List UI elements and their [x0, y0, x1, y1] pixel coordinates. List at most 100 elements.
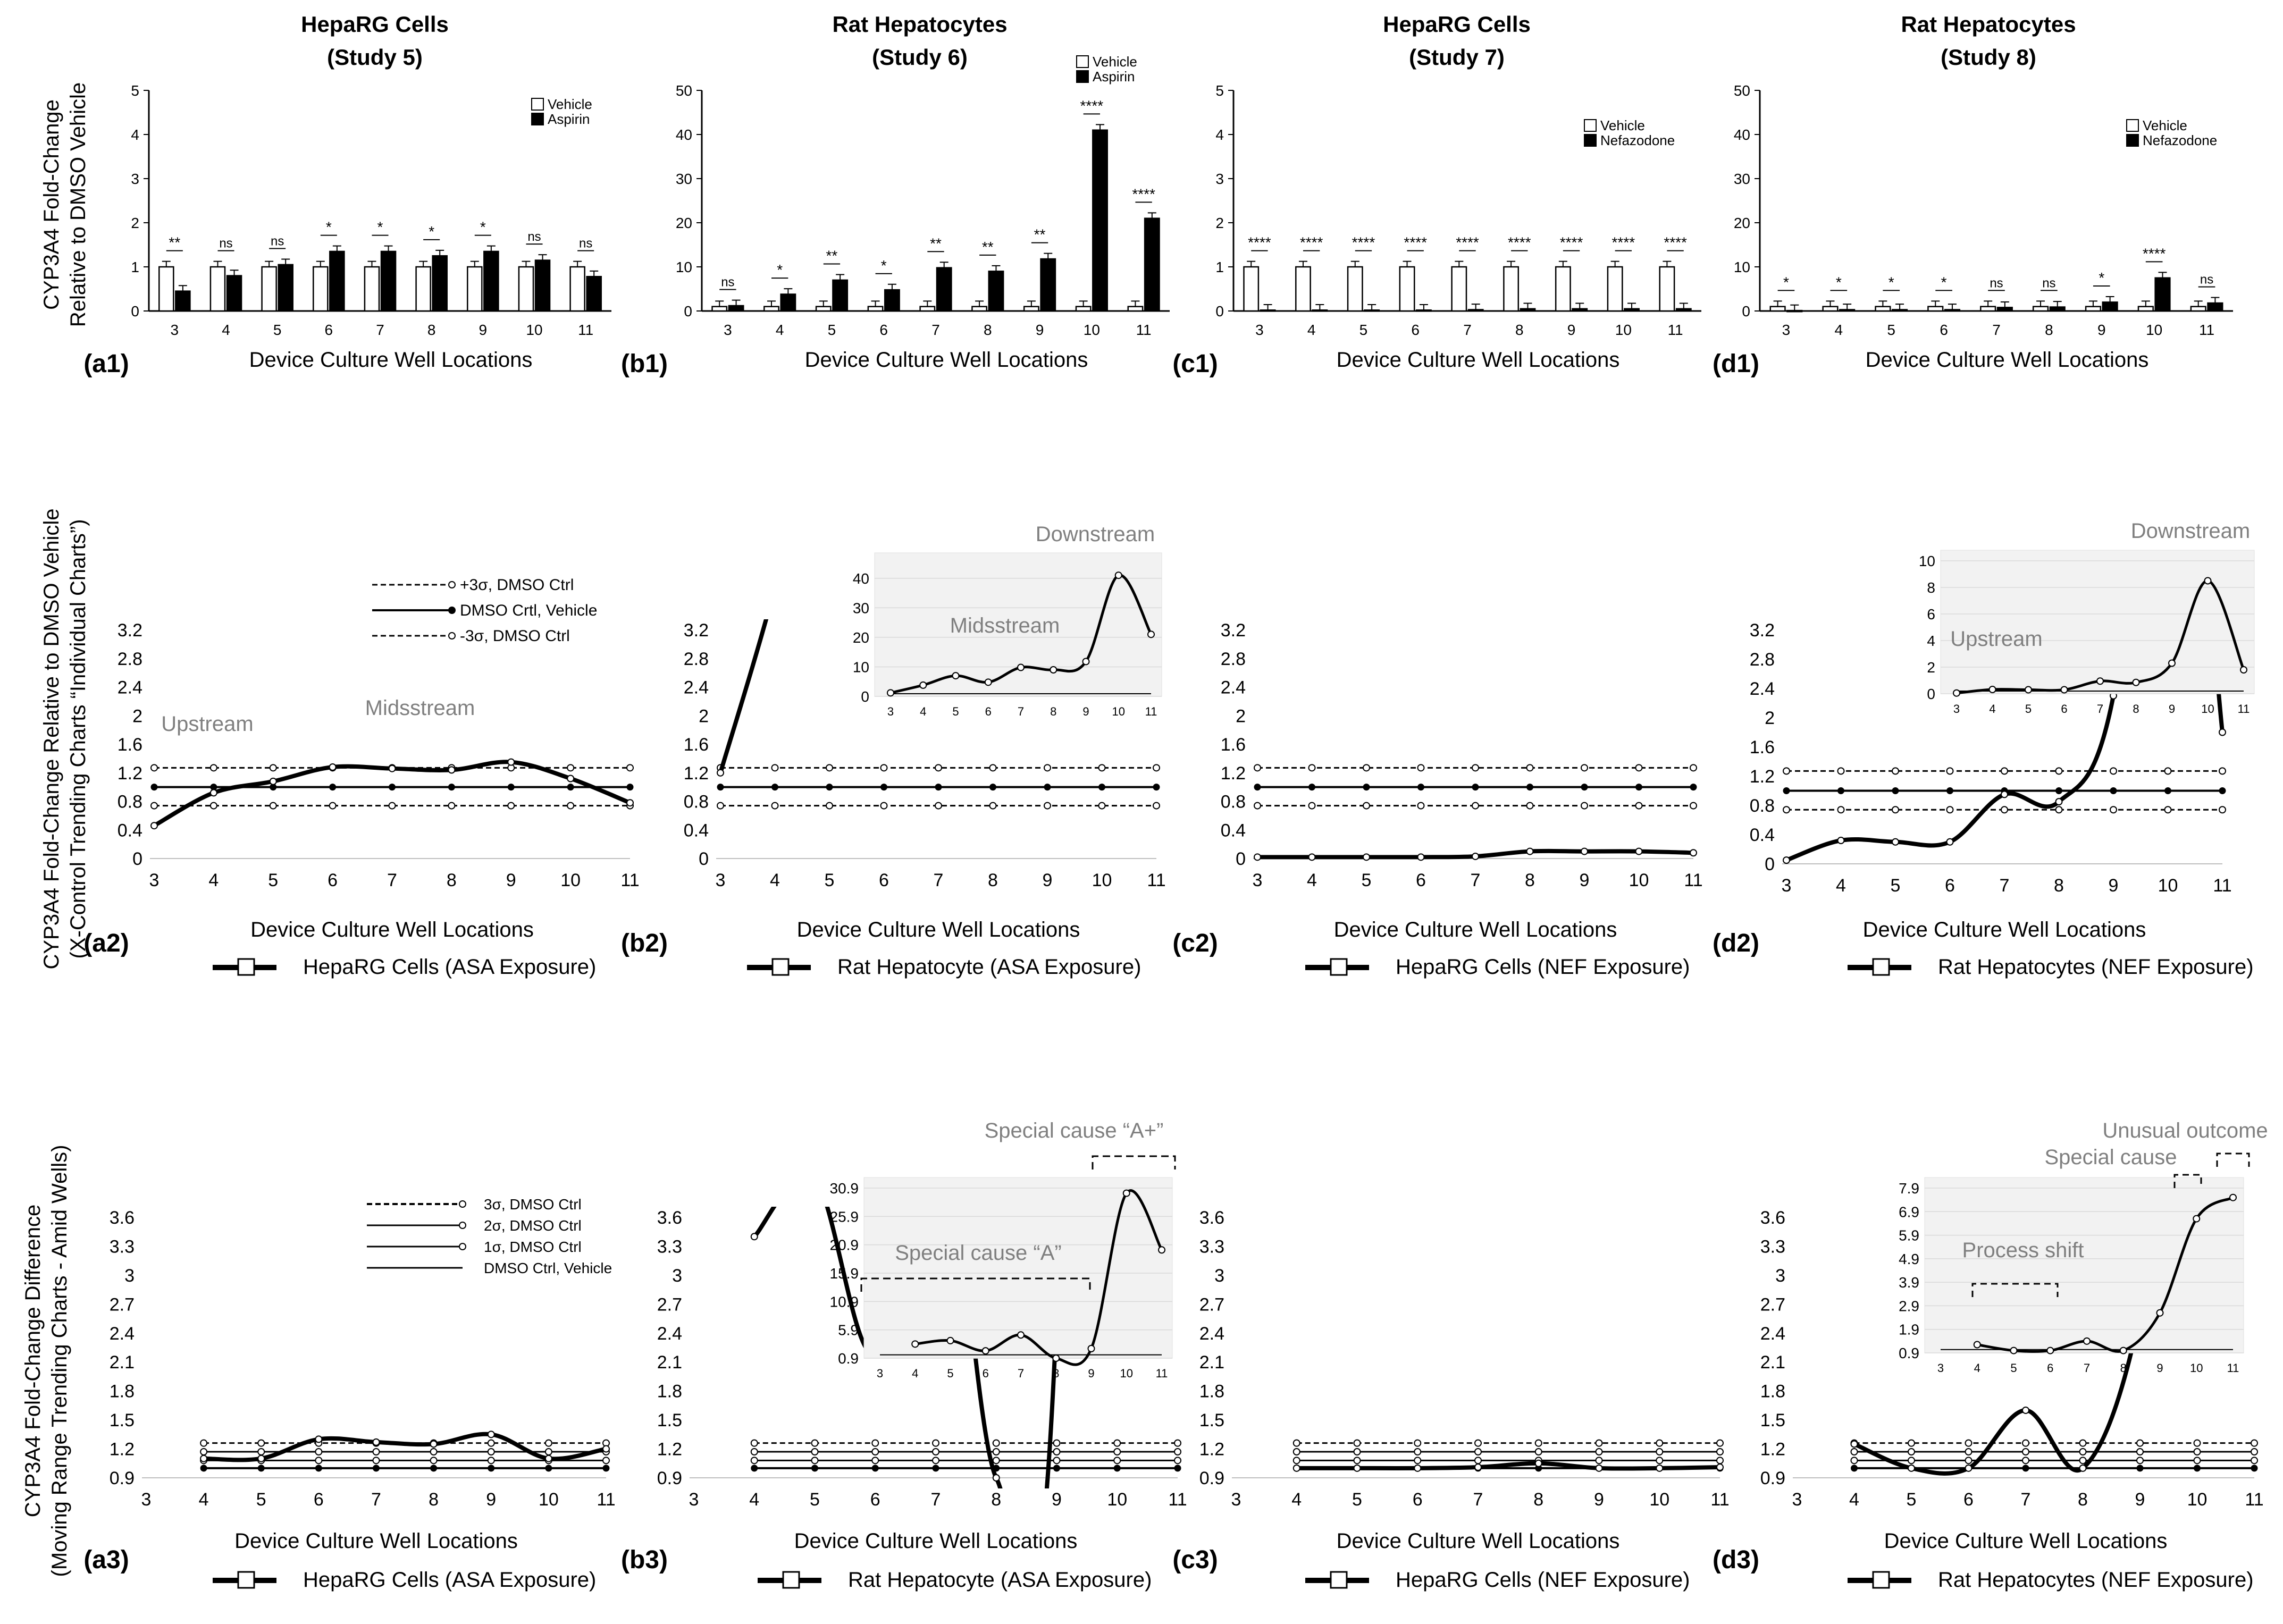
limit-point-d3	[2193, 1448, 2201, 1455]
y-tick-label-a3: 2.7	[110, 1294, 135, 1315]
bar-vehicle-b1	[1127, 306, 1144, 312]
y-tick-label-d3: 1.2	[1760, 1440, 1785, 1460]
data-point-c3	[1534, 1459, 1542, 1467]
limit-point-a3	[373, 1465, 380, 1472]
inset-x-tick-b2: 11	[1145, 705, 1157, 718]
x-tick-label-c2: 5	[1362, 870, 1372, 890]
limit-point-a2	[269, 764, 277, 772]
bar-drug-a1	[483, 250, 499, 312]
x-axis-label-c2: Device Culture Well Locations	[1334, 918, 1617, 941]
limit-point-c2	[1363, 802, 1370, 810]
data-point-d3	[2022, 1406, 2029, 1414]
data-point-d2	[1892, 838, 1899, 846]
inset-y-tick-d2: 2	[1927, 659, 1935, 676]
y-tick-label-b2: 2.4	[684, 678, 709, 698]
limit-point-d3	[2022, 1439, 2029, 1447]
y-tick-label-c3: 2.1	[1199, 1352, 1224, 1373]
limit-point-c3	[1656, 1448, 1664, 1455]
x-axis-label-c3: Device Culture Well Locations	[1337, 1529, 1620, 1553]
limit-point-b3	[811, 1457, 819, 1465]
y-tick-label-a2: 0.8	[117, 792, 142, 812]
inset-y-tick-b3: 0.9	[838, 1350, 859, 1367]
data-point-d2	[2219, 728, 2226, 736]
sig-label-b1: ns	[721, 275, 734, 290]
bar-drug-a1	[329, 250, 345, 312]
panel-label-d3: (d3)	[1713, 1546, 1759, 1574]
y-tick-label-c3: 3	[1214, 1266, 1224, 1286]
limit-point-c2	[1417, 764, 1425, 772]
limit-point-d3	[2251, 1439, 2258, 1447]
inset-point-d3	[2083, 1337, 2091, 1345]
inset-y-tick-b2: 10	[853, 659, 869, 675]
data-point-b3	[992, 1474, 1000, 1482]
bar-drug-d1	[2049, 306, 2066, 312]
x-tick-label-b3: 5	[810, 1490, 820, 1510]
inset-point-b3	[981, 1347, 989, 1355]
y-tick-label-a1: 5	[131, 82, 139, 99]
inset-bg-d2	[1940, 550, 2255, 694]
inset-point-b2	[952, 672, 960, 680]
panel-subtitle-b1: (Study 6)	[872, 45, 968, 70]
legend-range-label-1: 2σ, DMSO Ctrl	[484, 1217, 582, 1234]
sig-label-b1: *	[881, 257, 887, 274]
data-point-c3	[1353, 1464, 1361, 1472]
data-point-a2	[626, 799, 634, 807]
x-tick-label-a3: 5	[256, 1490, 266, 1510]
legend-swatch-drug-a1	[531, 113, 544, 125]
x-tick-label-c2: 11	[1684, 870, 1702, 890]
bar-drug-c1	[1572, 308, 1588, 312]
limit-point-c3	[1414, 1448, 1422, 1455]
legend-drug-c1: Nefazodone	[1600, 132, 1675, 148]
inset-y-tick-d3: 1.9	[1899, 1322, 1919, 1338]
sig-label-d1: ns	[1990, 276, 2003, 290]
y-tick-label-b1: 0	[684, 303, 692, 319]
bracket-special-cause-d3	[2173, 1174, 2202, 1188]
legend-swatch-vehicle-d1	[2126, 119, 2139, 132]
bar-vehicle-c1	[1295, 266, 1311, 312]
limit-point-b3	[1113, 1457, 1121, 1465]
data-point-c2	[1254, 853, 1261, 861]
bar-drug-b1	[884, 289, 900, 312]
x-tick-label-a1: 3	[171, 322, 179, 338]
inset-point-b3	[1017, 1331, 1025, 1339]
inset-point-d2	[1953, 689, 1960, 697]
limit-point-b3	[1174, 1465, 1181, 1472]
y-tick-label-a2: 0	[132, 849, 142, 869]
x-tick-label-c2: 4	[1307, 870, 1317, 890]
inset-point-d3	[2193, 1215, 2201, 1223]
data-point-a3	[315, 1435, 323, 1443]
bar-drug-d1	[2207, 302, 2223, 312]
y-tick-label-d3: 2.4	[1760, 1324, 1785, 1344]
x-tick-label-b1: 3	[724, 322, 732, 338]
inset-x-tick-b3: 4	[912, 1367, 918, 1380]
limit-point-c3	[1474, 1439, 1482, 1447]
inset-point-d2	[1988, 686, 1996, 693]
y-tick-label-b3: 1.5	[657, 1410, 682, 1431]
series-legend-b2: Rat Hepatocyte (ASA Exposure)	[837, 955, 1141, 979]
y-tick-label-b2: 1.2	[684, 763, 709, 784]
y-tick-label-a2: 0.4	[117, 820, 142, 840]
x-tick-label-d1: 4	[1835, 322, 1843, 338]
sig-label-a1: *	[480, 219, 486, 235]
x-tick-label-c2: 8	[1525, 870, 1535, 890]
limit-point-a3	[545, 1465, 552, 1472]
y-tick-label-c1: 3	[1215, 171, 1224, 187]
legend-swatch-drug-c1	[1584, 134, 1597, 147]
x-tick-label-d2: 11	[2213, 876, 2231, 896]
limit-point-c2	[1635, 802, 1643, 810]
y-tick-label-d2: 2.8	[1750, 650, 1775, 670]
bar-vehicle-b1	[867, 306, 884, 312]
x-tick-label-c2: 7	[1471, 870, 1481, 890]
bar-vehicle-a1	[467, 266, 483, 312]
y-tick-label-a3: 1.8	[110, 1382, 135, 1402]
y-tick-label-b1: 10	[676, 259, 692, 275]
inset-y-tick-d3: 0.9	[1899, 1345, 1919, 1361]
legend-limit-label-0: +3σ, DMSO Ctrl	[460, 576, 574, 594]
limit-point-b3	[1174, 1439, 1181, 1447]
inset-point-d3	[2229, 1193, 2237, 1201]
series-legend-a2: HepaRG Cells (ASA Exposure)	[303, 955, 596, 979]
sig-label-b1: **	[826, 248, 838, 264]
data-point-a3	[544, 1454, 552, 1462]
limit-point-d3	[1851, 1465, 1858, 1472]
limit-point-b3	[811, 1465, 818, 1472]
